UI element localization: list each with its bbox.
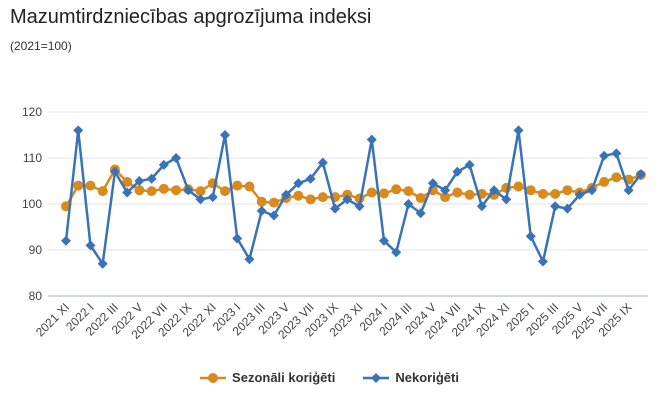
y-tick-label: 90 [29, 243, 43, 257]
data-point [574, 189, 585, 200]
data-point [440, 185, 451, 196]
data-point [97, 258, 108, 269]
data-point [464, 159, 475, 170]
data-point [599, 176, 610, 187]
legend-marker-circle-icon [200, 372, 227, 383]
data-point [391, 247, 402, 258]
data-point [122, 176, 133, 187]
data-point [171, 185, 182, 196]
data-point [366, 187, 377, 198]
data-point [232, 180, 243, 191]
data-point [171, 153, 182, 163]
data-point [256, 196, 267, 207]
data-point [599, 150, 610, 161]
y-tick-label: 80 [29, 289, 43, 303]
data-point [586, 185, 597, 196]
data-point [207, 192, 218, 203]
data-point [378, 235, 389, 246]
data-point [97, 186, 108, 197]
data-point [342, 194, 353, 205]
data-point [134, 185, 145, 196]
legend-item-seasonal: Sezonāli koriģēti [200, 370, 335, 385]
data-point [85, 180, 96, 191]
data-point [317, 192, 328, 203]
data-point [293, 178, 304, 189]
data-point [293, 190, 304, 201]
data-point [244, 181, 255, 192]
legend: Sezonāli koriģēti Nekoriģēti [0, 370, 659, 385]
data-point [305, 173, 316, 184]
data-point [525, 185, 536, 196]
data-point [452, 166, 463, 177]
data-point [183, 185, 194, 196]
data-point [440, 192, 451, 203]
data-point [73, 125, 84, 136]
data-point [232, 233, 243, 244]
data-point [281, 189, 292, 200]
data-point [61, 235, 71, 246]
data-point [476, 201, 487, 212]
data-point [158, 159, 169, 170]
data-point [525, 231, 536, 242]
data-point [146, 173, 157, 184]
data-point [403, 186, 414, 197]
data-point [146, 186, 157, 197]
chart-subtitle: (2021=100) [10, 39, 72, 53]
data-point [391, 184, 402, 195]
data-point [85, 240, 96, 251]
data-point [501, 194, 512, 205]
data-point [378, 188, 389, 199]
data-point [550, 201, 561, 212]
data-point [354, 201, 365, 212]
data-point [452, 187, 463, 198]
data-point [305, 194, 316, 205]
data-point [256, 205, 267, 216]
data-point [268, 197, 279, 208]
data-point [513, 125, 524, 136]
data-point [244, 254, 255, 265]
legend-marker-diamond-icon [363, 372, 390, 383]
data-point [635, 169, 646, 180]
data-point [366, 134, 377, 145]
data-point [562, 185, 573, 196]
data-point [122, 187, 133, 198]
data-point [158, 183, 169, 194]
legend-label: Sezonāli koriģēti [232, 370, 336, 385]
data-point [134, 176, 145, 186]
data-point [611, 148, 622, 159]
data-point [537, 256, 548, 267]
data-point [195, 194, 206, 205]
data-point [623, 185, 634, 196]
data-point [268, 210, 279, 221]
legend-label: Nekoriģēti [395, 370, 459, 385]
y-tick-label: 110 [23, 151, 42, 165]
data-point [550, 188, 561, 199]
data-point [317, 157, 328, 168]
data-point [611, 172, 622, 183]
chart-title: Mazumtirdzniecības apgrozījuma indeksi [10, 6, 372, 28]
data-point [330, 203, 341, 214]
data-point [489, 185, 500, 196]
data-point [427, 178, 438, 189]
y-tick-label: 120 [22, 105, 42, 119]
data-point [415, 193, 426, 204]
data-point [73, 180, 84, 191]
data-point [464, 189, 475, 200]
data-point [219, 130, 230, 140]
data-point [403, 199, 414, 209]
data-point [562, 203, 573, 214]
y-tick-label: 100 [22, 197, 42, 211]
data-point [537, 188, 548, 199]
data-point [195, 186, 206, 197]
data-point [415, 208, 426, 219]
legend-item-unadjusted: Nekoriģēti [363, 370, 459, 385]
data-point [513, 181, 524, 192]
data-point [219, 186, 230, 197]
data-point [109, 166, 120, 177]
